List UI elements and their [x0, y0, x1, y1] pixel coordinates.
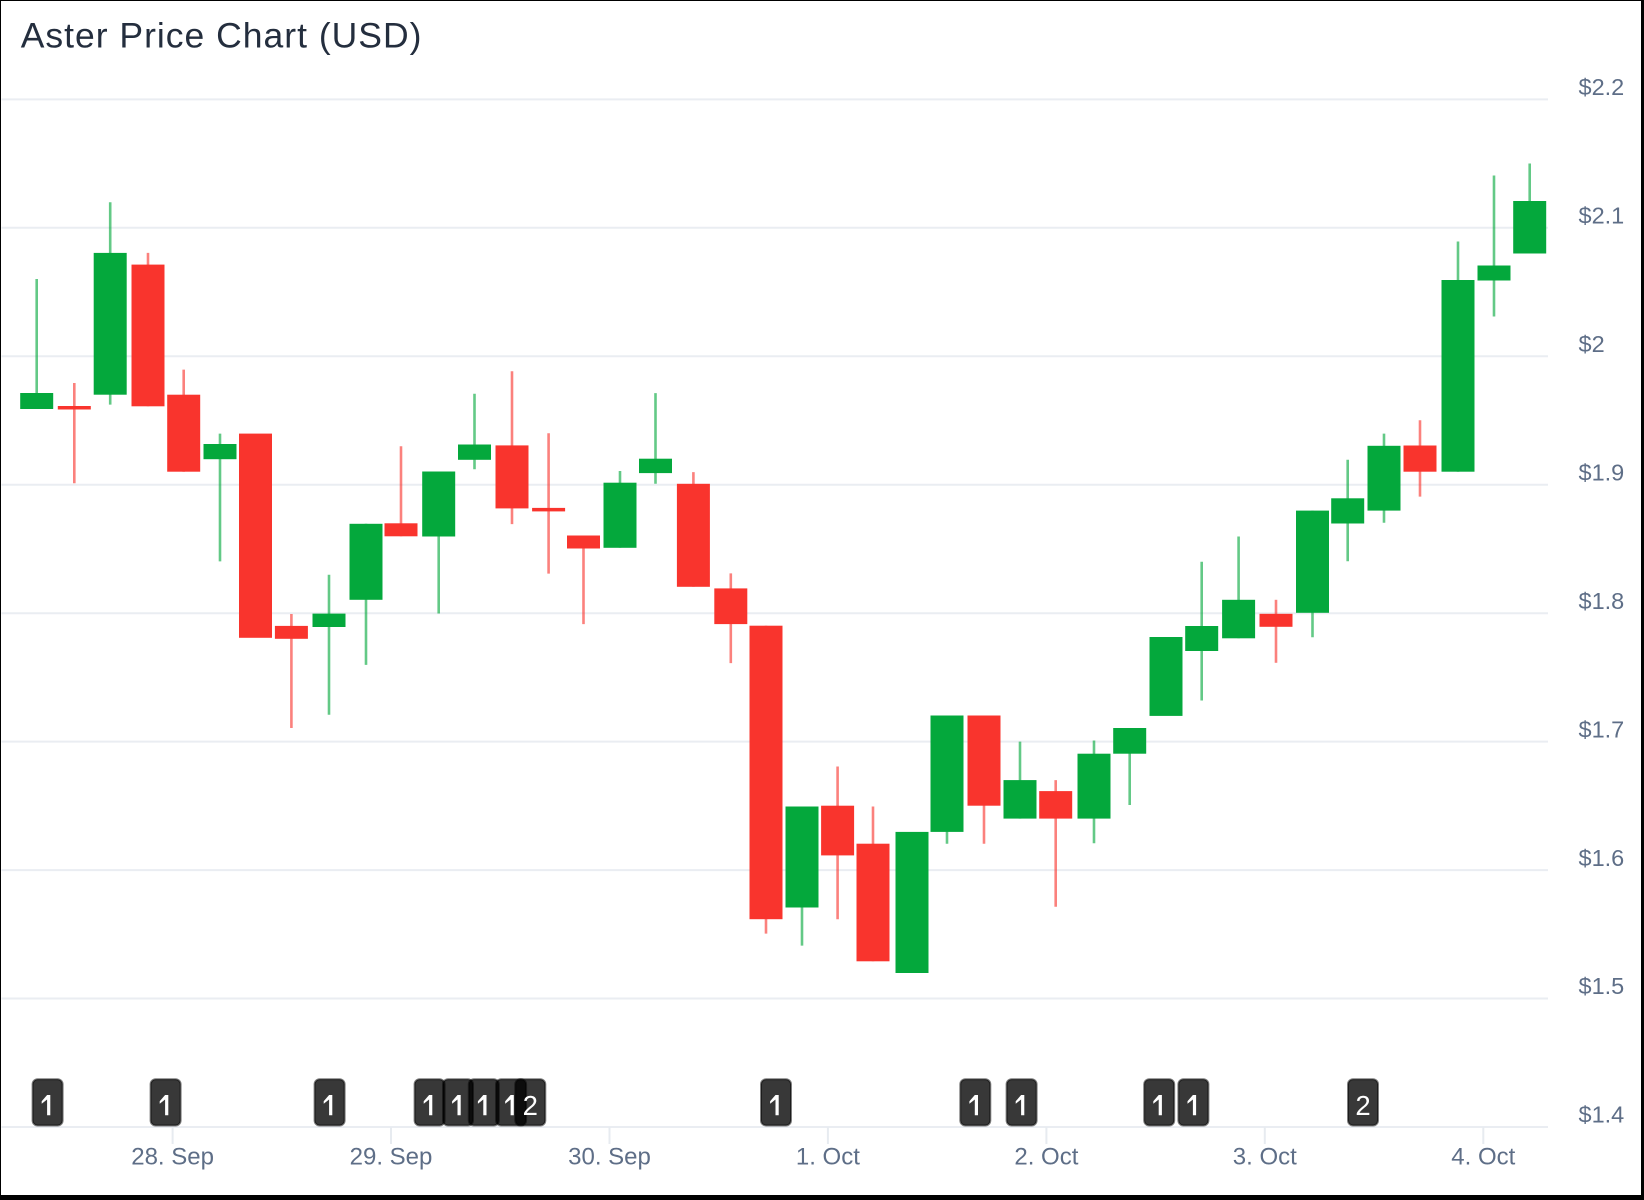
svg-text:$1.5: $1.5: [1579, 973, 1625, 999]
svg-text:4. Oct: 4. Oct: [1451, 1144, 1515, 1171]
svg-text:$2.2: $2.2: [1579, 74, 1625, 100]
svg-text:3. Oct: 3. Oct: [1233, 1144, 1297, 1171]
svg-text:$1.7: $1.7: [1579, 716, 1625, 742]
svg-text:$1.8: $1.8: [1579, 588, 1625, 614]
svg-text:2. Oct: 2. Oct: [1014, 1144, 1078, 1171]
svg-text:28. Sep: 28. Sep: [131, 1144, 214, 1171]
svg-text:Aster Price Chart (USD): Aster Price Chart (USD): [21, 16, 423, 56]
svg-text:$2.1: $2.1: [1579, 203, 1625, 229]
svg-text:$2: $2: [1579, 331, 1605, 357]
svg-text:1. Oct: 1. Oct: [796, 1144, 860, 1171]
svg-text:2: 2: [1355, 1090, 1370, 1121]
svg-text:30. Sep: 30. Sep: [568, 1144, 651, 1171]
svg-text:$1.6: $1.6: [1579, 845, 1625, 871]
svg-text:29. Sep: 29. Sep: [350, 1144, 433, 1171]
svg-text:$1.9: $1.9: [1579, 459, 1625, 485]
svg-text:2: 2: [523, 1090, 538, 1121]
svg-text:$1.4: $1.4: [1579, 1102, 1625, 1128]
